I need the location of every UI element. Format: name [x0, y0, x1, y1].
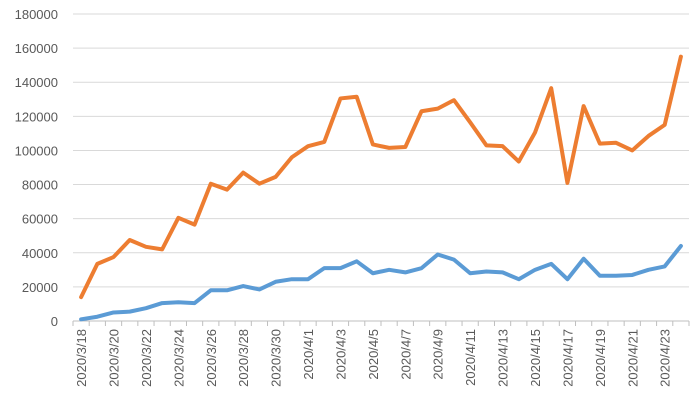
y-tick-label: 0	[51, 314, 58, 329]
x-tick-label: 2020/3/30	[269, 329, 284, 387]
x-tick-label: 2020/4/7	[398, 329, 413, 380]
x-tick-label: 2020/4/5	[366, 329, 381, 380]
y-tick-label: 180000	[15, 7, 58, 22]
y-tick-label: 140000	[15, 75, 58, 90]
series-line-2	[79, 54, 683, 300]
y-tick-label: 100000	[15, 143, 58, 158]
x-tick-label: 2020/4/3	[333, 329, 348, 380]
x-tick-label: 2020/4/19	[593, 329, 608, 387]
watermark-text: 知乎 @Jonathan	[530, 383, 646, 401]
axes	[72, 320, 690, 326]
x-tick-label: 2020/4/17	[560, 329, 575, 387]
y-tick-labels: 0 20000 40000 60000 80000 100000 120000 140000 1…	[15, 7, 58, 329]
y-tick-label: 40000	[22, 246, 58, 261]
series-line-1	[79, 243, 683, 322]
x-tick-label: 2020/3/22	[139, 329, 154, 387]
x-tick-label: 2020/4/1	[301, 329, 316, 380]
x-tick-label: 2020/3/28	[236, 329, 251, 387]
x-tick-label: 2020/4/23	[658, 329, 673, 387]
x-tick-label: 2020/3/18	[74, 329, 89, 387]
x-tick-label: 2020/4/15	[528, 329, 543, 387]
y-tick-label: 20000	[22, 280, 58, 295]
series-lines	[79, 54, 683, 322]
x-tick-label: 2020/4/13	[496, 329, 511, 387]
x-tick-label: 2020/3/24	[171, 329, 186, 387]
y-tick-label: 80000	[22, 178, 58, 193]
x-tick-label: 2020/4/11	[463, 329, 478, 386]
gridlines	[73, 13, 689, 288]
x-tick-label: 2020/3/20	[107, 329, 122, 387]
y-tick-label: 60000	[22, 212, 58, 227]
x-tick-labels: 2020/3/18 2020/3/20 2020/3/22 2020/3/24 2020…	[74, 329, 673, 387]
x-tick-label: 2020/4/21	[625, 329, 640, 387]
x-tick-label: 2020/4/9	[431, 329, 446, 380]
y-tick-label: 160000	[15, 41, 58, 56]
y-tick-label: 120000	[15, 109, 58, 124]
x-tick-label: 2020/3/26	[204, 329, 219, 387]
